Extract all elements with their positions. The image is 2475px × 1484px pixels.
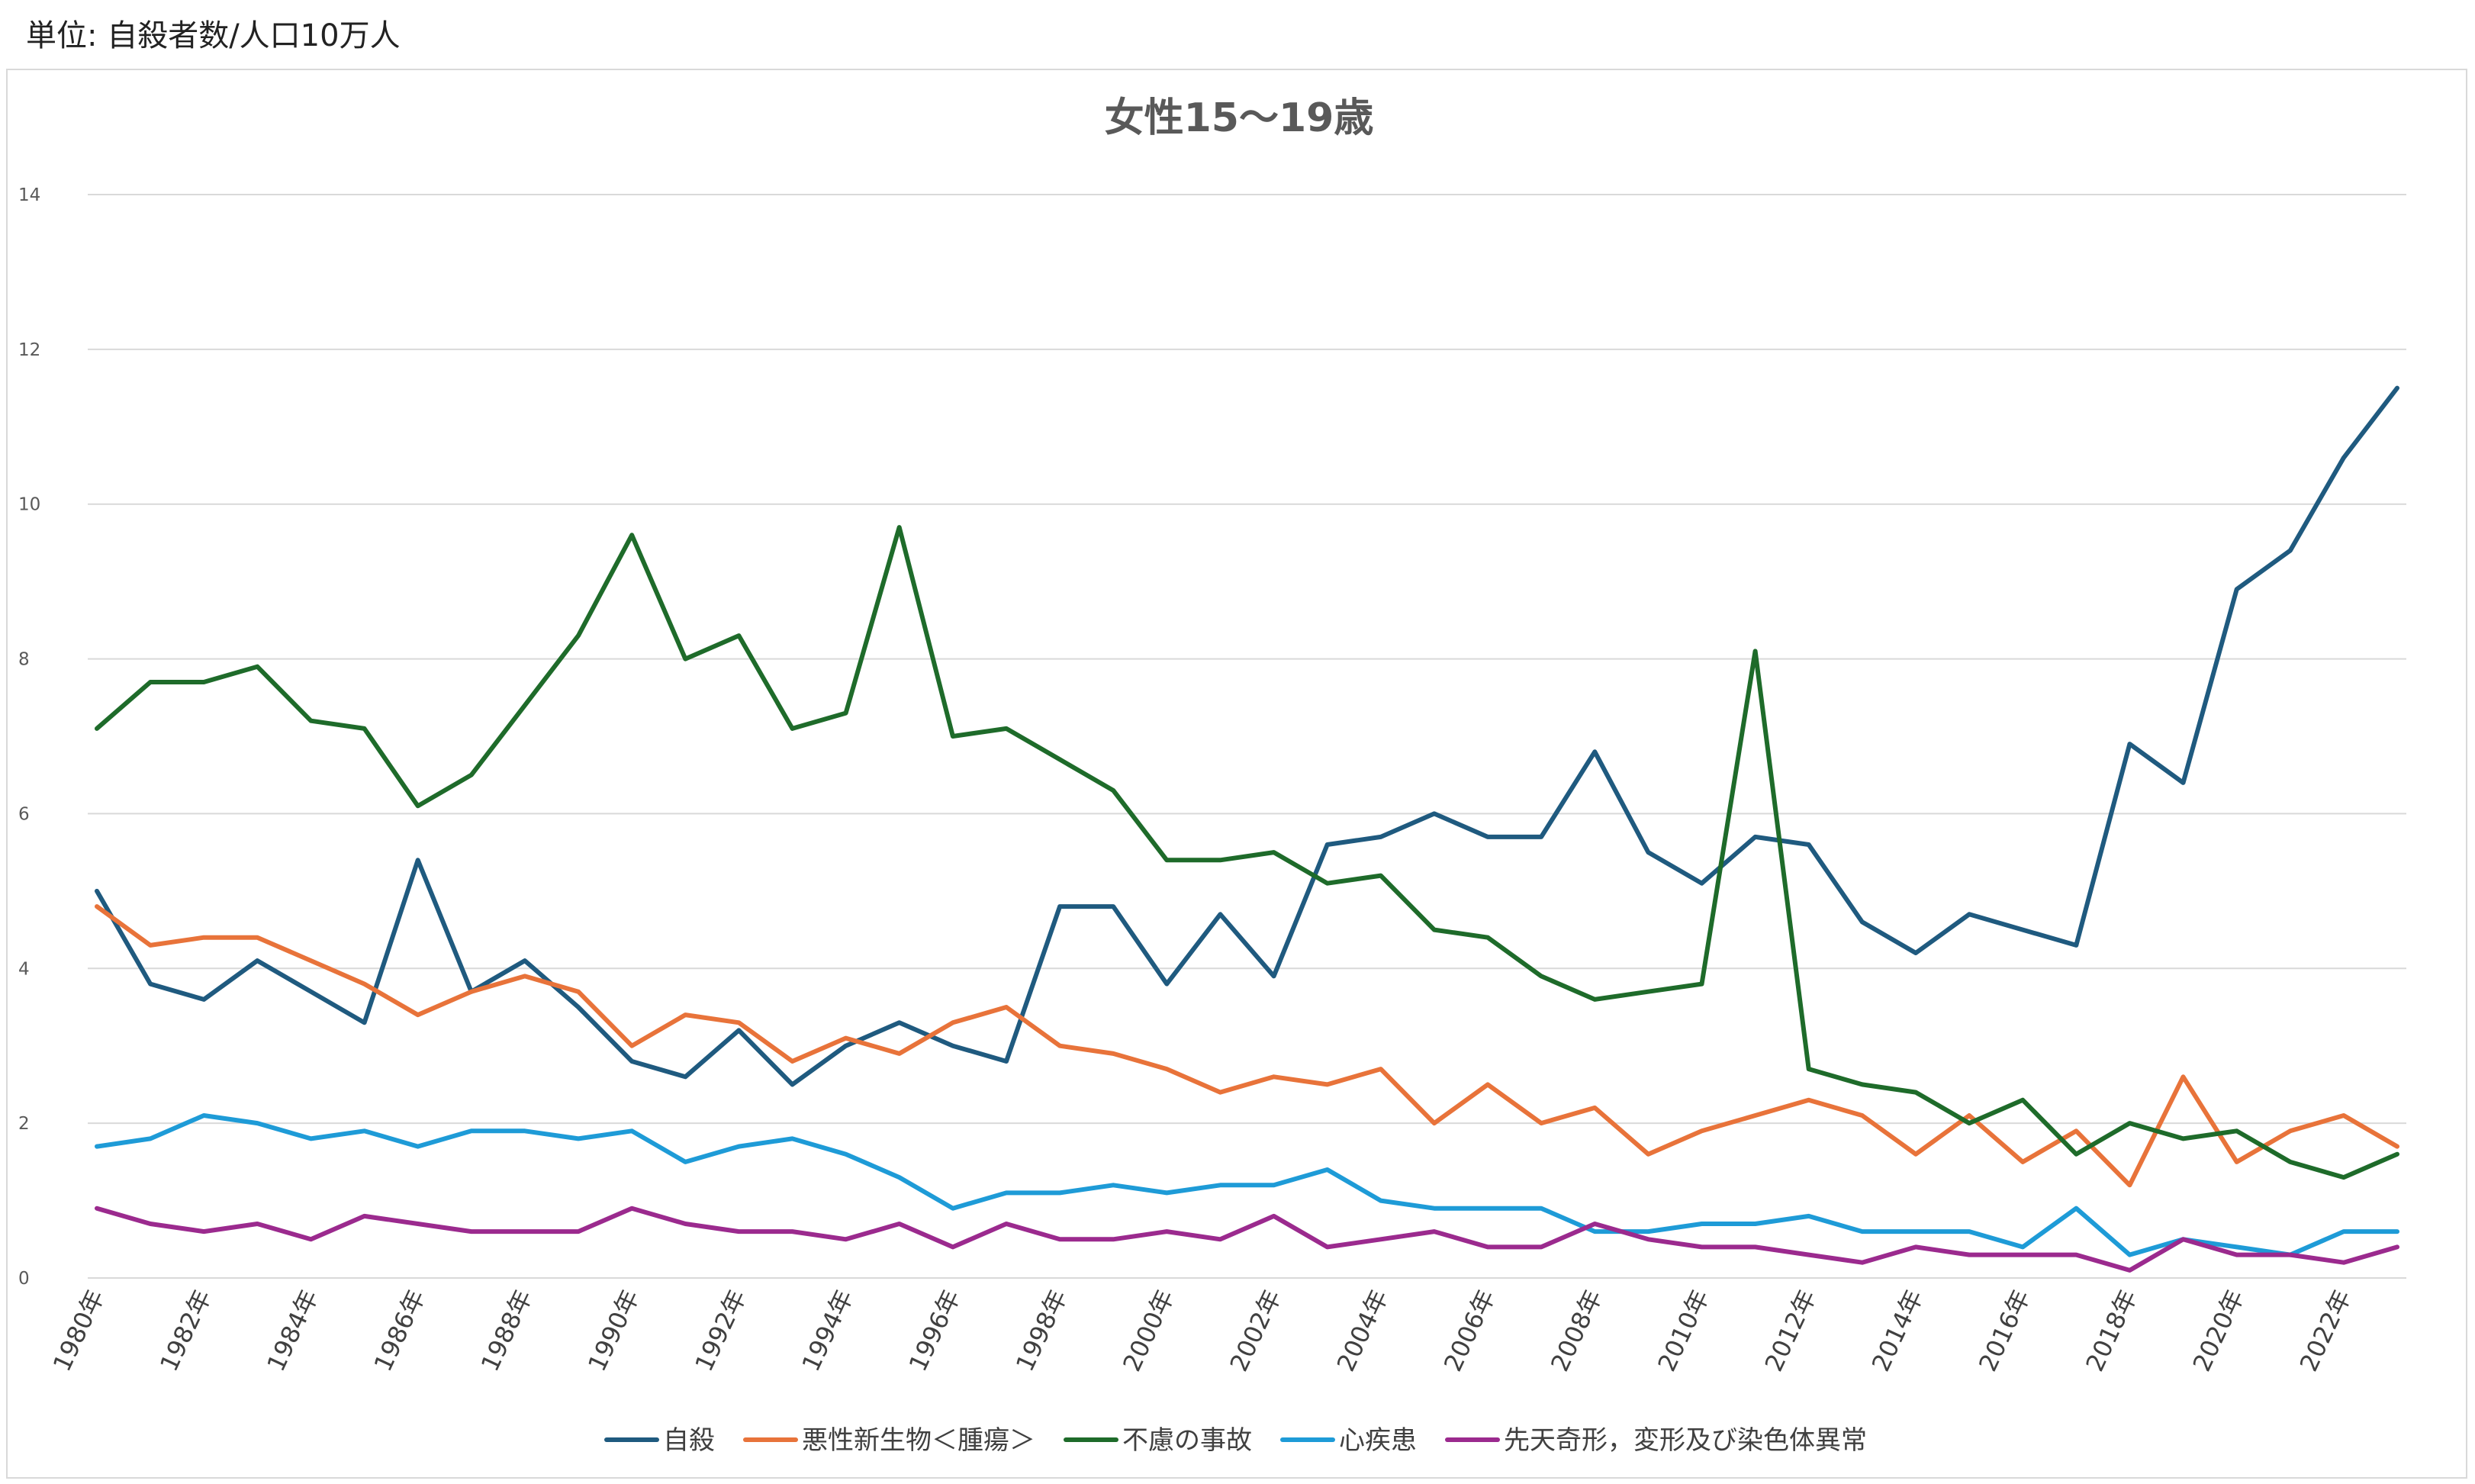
x-tick-label: 1986年 [369,1285,431,1376]
series-line-2 [95,525,2399,1180]
legend-label: 不慮の事故 [1122,1425,1252,1456]
x-tick-label: 2008年 [1545,1285,1608,1376]
chart-title: 女性15〜19歳 [1105,95,1374,141]
y-tick-label: 2 [18,1114,30,1134]
x-tick-label: 1996年 [903,1285,966,1376]
x-tick-label: 2000年 [1117,1285,1180,1376]
y-tick-label: 12 [18,340,40,360]
x-tick-label: 2006年 [1438,1285,1501,1376]
y-tick-label: 6 [18,804,30,824]
x-tick-label: 1980年 [47,1285,110,1376]
y-tick-label: 4 [18,959,30,979]
legend-item-4: 先天奇形，変形及び染色体異常 [1445,1425,1867,1456]
x-tick-label: 2002年 [1224,1285,1286,1376]
x-tick-label: 1994年 [796,1285,858,1376]
series-line-4 [95,1206,2399,1273]
legend-item-1: 悪性新生物＜腫瘍＞ [743,1425,1035,1456]
series-line-3 [95,1113,2399,1257]
x-tick-label: 2022年 [2294,1285,2357,1376]
x-tick-label: 1990年 [582,1285,645,1376]
x-tick-label: 1988年 [475,1285,538,1376]
x-tick-label: 1982年 [154,1285,217,1376]
y-tick-label: 10 [18,495,40,515]
y-tick-label: 0 [18,1269,30,1289]
legend-label: 先天奇形，変形及び染色体異常 [1504,1425,1867,1456]
x-tick-label: 2012年 [1759,1285,1822,1376]
legend-item-0: 自殺 [604,1425,715,1456]
legend-label: 心疾患 [1339,1425,1417,1456]
x-tick-label: 1998年 [1010,1285,1073,1376]
x-tick-label: 2004年 [1331,1285,1394,1376]
x-tick-label: 1992年 [689,1285,752,1376]
x-axis-ticks: 1980年 1982年 1984年 1986年 1988年 1990年 1992年 1994年… [47,1285,2357,1376]
series-line-0 [95,385,2399,1087]
y-tick-label: 8 [18,650,30,670]
unit-label: 単位: 自殺者数/人口10万人 [26,18,401,53]
y-tick-label: 14 [18,185,40,205]
x-tick-label: 2014年 [1866,1285,1929,1376]
gridlines [88,194,2406,1279]
x-tick-label: 2016年 [1973,1285,2036,1376]
series-line-1 [95,904,2399,1188]
legend-item-3: 心疾患 [1280,1425,1417,1456]
series-lines [95,385,2399,1273]
x-tick-label: 2020年 [2187,1285,2250,1376]
legend-label: 自殺 [663,1425,715,1456]
y-axis-ticks: 0 2 4 6 8 10 12 14 [18,185,40,1289]
x-tick-label: 1984年 [261,1285,323,1376]
legend-label: 悪性新生物＜腫瘍＞ [802,1425,1035,1456]
x-tick-label: 2010年 [1652,1285,1714,1376]
chart-frame: 女性15〜19歳 0 2 4 6 8 10 12 14 1980年 1982年 1984年 1986… [6,69,2467,1479]
line-chart: 女性15〜19歳 0 2 4 6 8 10 12 14 1980年 1982年 1984年 1986… [18,95,2406,1456]
legend-item-2: 不慮の事故 [1064,1425,1252,1456]
x-tick-label: 2018年 [2080,1285,2142,1376]
legend: 自殺 悪性新生物＜腫瘍＞ 不慮の事故 心疾患 先天奇形，変形及び染色体異常 [604,1425,1867,1456]
